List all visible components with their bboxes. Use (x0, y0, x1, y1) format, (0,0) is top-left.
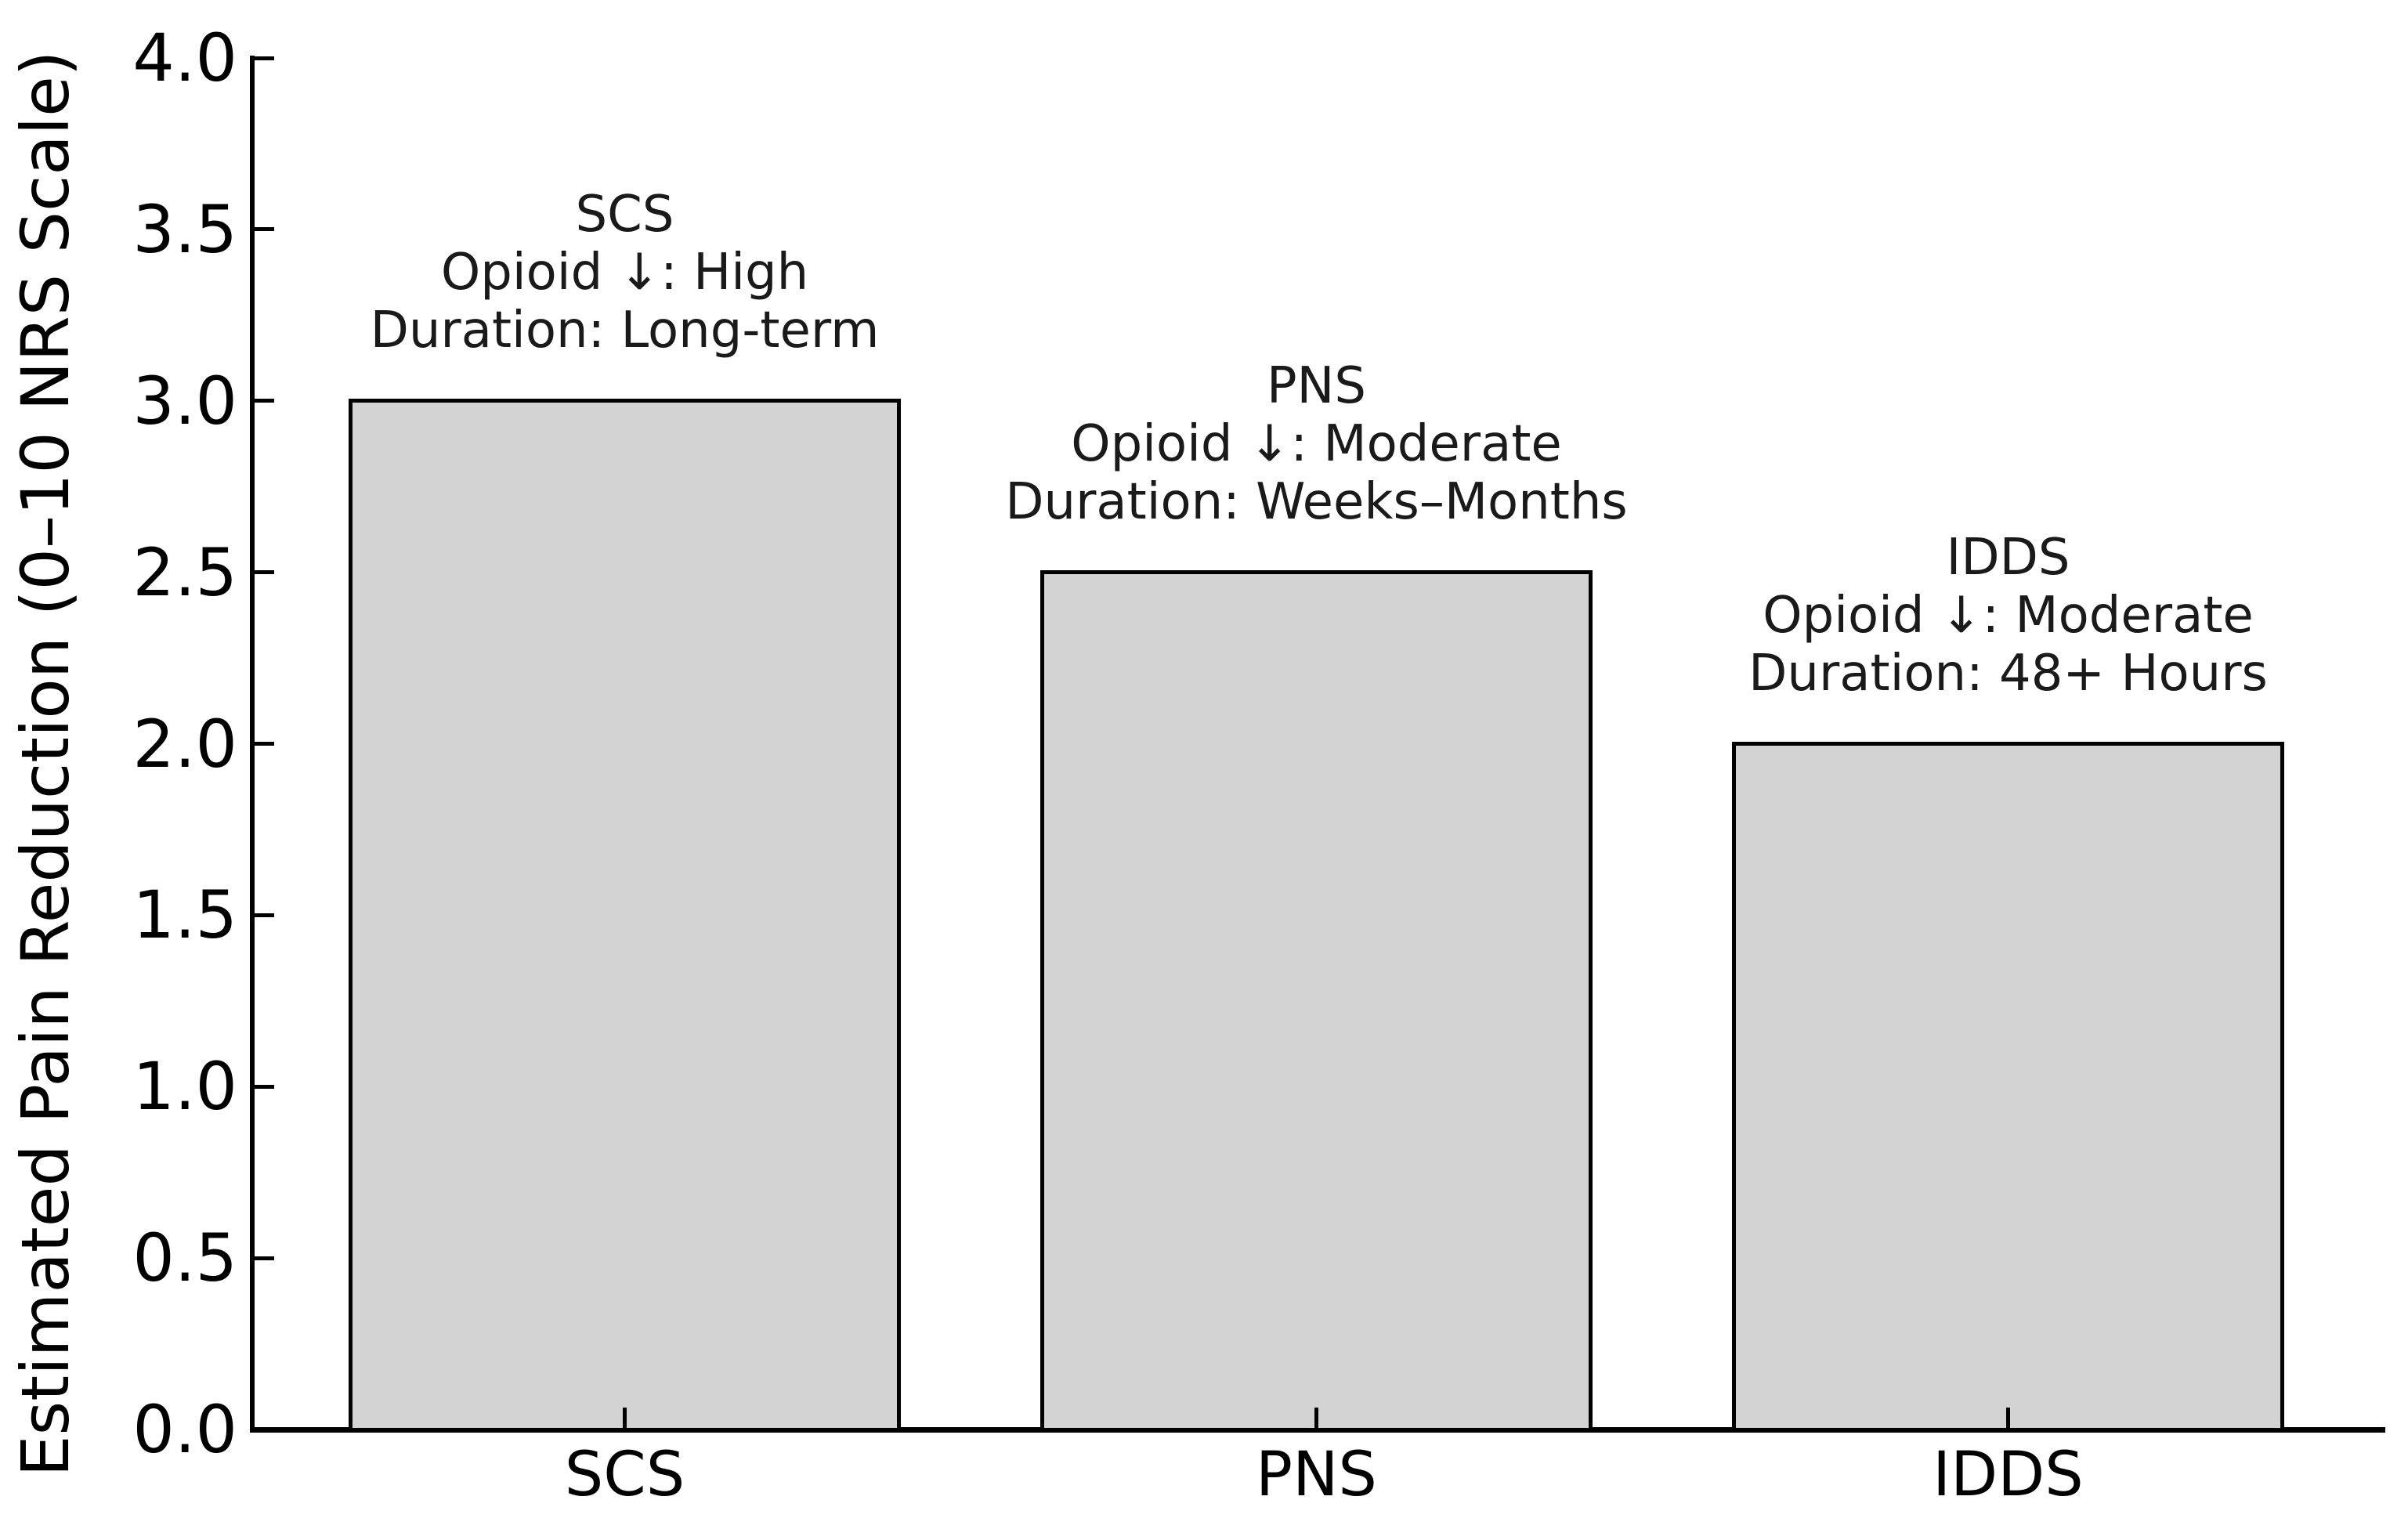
y-tick-label: 0.0 (132, 1391, 237, 1468)
x-tick-mark (623, 1408, 627, 1429)
x-tick-label-idds: IDDS (1933, 1440, 2084, 1510)
x-tick-label-pns: PNS (1256, 1440, 1377, 1510)
annotation-line: Opioid ↓: High (440, 244, 809, 302)
y-tick-mark (251, 1427, 274, 1432)
x-tick-mark (2006, 1408, 2010, 1429)
y-tick-label: 3.0 (132, 362, 237, 439)
bar-scs (349, 399, 901, 1432)
y-tick-mark (251, 56, 274, 60)
bar-pns (1040, 570, 1593, 1432)
x-tick-label-scs: SCS (564, 1440, 685, 1510)
bar-idds (1732, 742, 2284, 1432)
y-tick-mark (251, 742, 274, 746)
y-tick-label: 0.5 (132, 1220, 237, 1297)
y-tick-mark (251, 399, 274, 403)
y-tick-label: 1.0 (132, 1048, 237, 1126)
annotation-line: PNS (1266, 357, 1367, 416)
x-tick-mark (1314, 1408, 1318, 1429)
y-tick-mark (251, 913, 274, 917)
y-tick-label: 1.5 (132, 876, 237, 954)
y-tick-mark (251, 1084, 274, 1089)
y-tick-label: 2.5 (132, 533, 237, 611)
annotation-line: Duration: Long-term (370, 302, 880, 360)
y-tick-mark (251, 570, 274, 575)
y-tick-label: 3.5 (132, 190, 237, 268)
bar-annotation-scs: SCS Opioid ↓: High Duration: Long-term (371, 186, 880, 360)
annotation-line: Duration: Weeks–Months (1005, 473, 1628, 532)
y-tick-mark (251, 227, 274, 232)
bar-annotation-pns: PNS Opioid ↓: Moderate Duration: Weeks–Mon… (1005, 357, 1628, 531)
annotation-line: Duration: 48+ Hours (1748, 645, 2268, 703)
annotation-line: Opioid ↓: Moderate (1071, 415, 1562, 474)
y-tick-mark (251, 1256, 274, 1260)
bar-annotation-idds: IDDS Opioid ↓: Moderate Duration: 48+ Hour… (1748, 529, 2268, 703)
annotation-line: SCS (575, 186, 674, 244)
annotation-line: IDDS (1946, 529, 2070, 587)
annotation-line: Opioid ↓: Moderate (1763, 587, 2254, 645)
y-tick-label: 2.0 (132, 705, 237, 782)
y-tick-label: 4.0 (132, 20, 237, 96)
